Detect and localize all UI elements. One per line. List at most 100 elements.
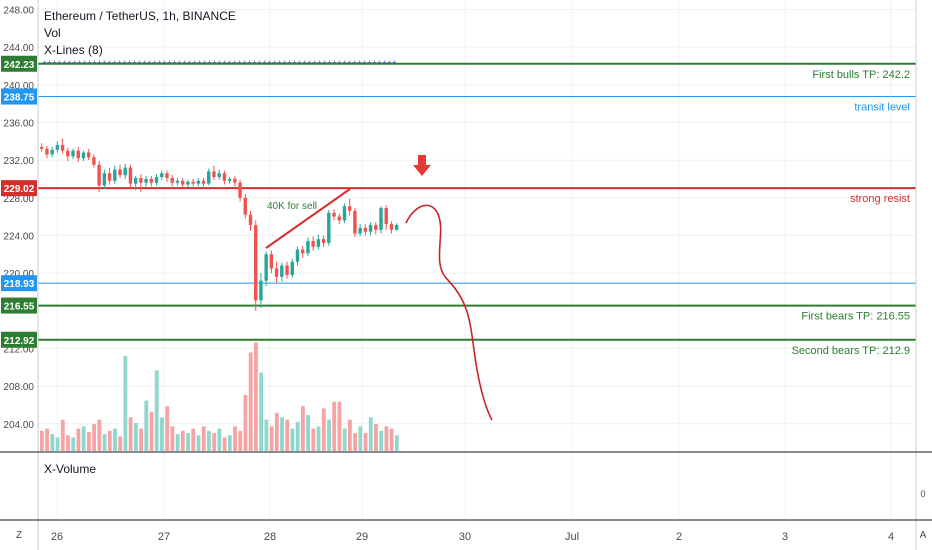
x-line-marker: + xyxy=(352,58,357,67)
x-line-marker: + xyxy=(57,58,62,67)
x-line-marker: + xyxy=(187,58,192,67)
volume-bar xyxy=(269,426,274,451)
price-badge xyxy=(1,55,37,72)
x-line-marker: + xyxy=(257,58,262,67)
y-tick-label: 232.00 xyxy=(3,156,34,167)
candle-body xyxy=(86,152,91,158)
x-tick-label: 27 xyxy=(158,531,170,543)
x-line-marker: + xyxy=(42,58,47,67)
volume-bar xyxy=(97,419,102,451)
volume-bar xyxy=(60,419,65,451)
candle-body xyxy=(113,169,117,181)
candle-body xyxy=(71,150,75,157)
volume-bar xyxy=(374,424,378,451)
x-line-marker: + xyxy=(317,58,322,67)
x-line-marker: + xyxy=(77,58,82,67)
candle-body xyxy=(92,157,96,165)
volume-bar xyxy=(66,435,70,451)
bottom-right-corner-label: A xyxy=(920,530,927,541)
x-line-marker: + xyxy=(367,58,372,67)
price-badge-label: 212.92 xyxy=(4,336,35,347)
x-line-marker: + xyxy=(392,58,397,67)
x-line-marker: + xyxy=(147,58,152,67)
x-line-marker: + xyxy=(107,58,112,67)
x-line-marker: + xyxy=(277,58,282,67)
candle-body xyxy=(133,177,138,184)
volume-bar xyxy=(201,426,206,451)
volume-bar xyxy=(254,342,258,451)
candle-body xyxy=(363,227,368,232)
x-line-marker: + xyxy=(302,58,307,67)
volume-bar xyxy=(233,426,237,451)
candle-body xyxy=(118,169,122,176)
volume-bar xyxy=(55,437,60,451)
candle-body xyxy=(301,249,305,254)
candle-body xyxy=(212,171,216,178)
x-line-marker: + xyxy=(137,58,142,67)
volume-bar xyxy=(81,426,86,451)
candle-body xyxy=(347,206,352,211)
x-line-marker: + xyxy=(212,58,217,67)
candle-body xyxy=(222,173,227,181)
x-line-marker: + xyxy=(322,58,327,67)
volume-bar xyxy=(347,419,352,451)
x-line-marker: + xyxy=(372,58,377,67)
volume-indicator-label[interactable]: Vol xyxy=(44,26,61,40)
candle-body xyxy=(154,177,159,183)
x-volume-pane-title[interactable]: X-Volume xyxy=(44,462,97,476)
price-badge-label: 218.93 xyxy=(4,279,35,290)
candle-body xyxy=(165,173,169,178)
y-tick-label: 240.00 xyxy=(3,81,34,92)
price-badge xyxy=(1,180,37,197)
volume-bar xyxy=(207,430,211,451)
candle-body xyxy=(201,180,206,184)
candle-body xyxy=(269,254,274,269)
candle-body xyxy=(217,173,221,178)
x-lines-dotted: + + + + + + + + + + + + + + + + + + + + + + + + + + + + + + + + + + + + + + + +… xyxy=(42,58,397,67)
x-line-marker: + xyxy=(167,58,172,67)
volume-bar xyxy=(123,355,128,451)
x-line-marker: + xyxy=(192,58,197,67)
x-line-marker: + xyxy=(92,58,97,67)
x-tick-label: 30 xyxy=(459,531,471,543)
x-line-marker: + xyxy=(337,58,342,67)
symbol-title[interactable]: Ethereum / TetherUS, 1h, BINANCE xyxy=(44,9,236,23)
price-badge-label: 238.75 xyxy=(4,93,35,104)
volume-bar xyxy=(321,408,326,451)
x-line-marker: + xyxy=(232,58,237,67)
candle-body xyxy=(358,227,362,234)
candle-body xyxy=(128,167,133,184)
candle-body xyxy=(107,173,112,181)
volume-bar xyxy=(186,433,190,451)
volume-bar xyxy=(280,417,284,451)
candle-body xyxy=(76,150,80,159)
candle-body xyxy=(306,241,310,254)
x-line-marker: + xyxy=(67,58,72,67)
candle-body xyxy=(227,178,232,181)
candle-body xyxy=(374,225,378,230)
volume-bar xyxy=(353,433,357,451)
candle-body xyxy=(149,178,154,183)
price-badge xyxy=(1,331,37,348)
x-line-marker: + xyxy=(382,58,387,67)
y-tick-label: 248.00 xyxy=(3,5,34,16)
volume-bar xyxy=(76,428,81,451)
volume-bar xyxy=(379,430,384,451)
volume-bar xyxy=(389,428,394,451)
volume-bar xyxy=(113,428,117,451)
x-line-marker: + xyxy=(237,58,242,67)
x-line-marker: + xyxy=(217,58,222,67)
price-badge xyxy=(1,88,37,105)
y-tick-label: 224.00 xyxy=(3,231,34,242)
volume-bar xyxy=(384,426,389,451)
x-line-marker: + xyxy=(127,58,132,67)
level-lines: First bulls TP: 242.2 transit level strong… xyxy=(38,62,916,357)
x-tick-label: 28 xyxy=(264,531,276,543)
volume-bar xyxy=(86,431,91,451)
x-lines-indicator-label[interactable]: X-Lines (8) xyxy=(44,43,103,57)
volume-bar xyxy=(154,370,159,451)
freehand-projection-curve xyxy=(405,204,493,421)
candle-body xyxy=(191,181,195,184)
candle-body xyxy=(139,177,143,183)
